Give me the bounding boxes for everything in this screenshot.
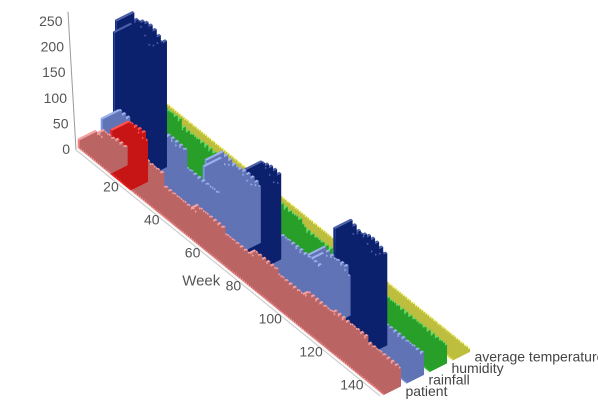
bar-top — [204, 150, 225, 161]
y-tick-label: 100 — [44, 90, 68, 106]
x-tick-label: 120 — [299, 343, 323, 359]
axes — [67, 11, 381, 397]
bars — [77, 11, 471, 396]
bar-top — [110, 120, 130, 131]
bar-top — [77, 129, 98, 141]
x-tick-label: 20 — [103, 178, 119, 194]
series-label: average temperature — [474, 349, 598, 365]
labels: 0 50 100 150 200 250 20 40 60 80 100 120 140 Week pati… — [39, 13, 598, 399]
bar-top — [333, 218, 353, 229]
series-label: humidity — [451, 360, 503, 376]
x-axis-line — [75, 149, 381, 397]
y-tick-label: 250 — [39, 13, 63, 29]
x-tick-label: 100 — [259, 310, 283, 326]
bar-top — [202, 156, 223, 168]
x-tick-label: 40 — [144, 211, 160, 227]
series-patient — [77, 120, 402, 396]
bar-top — [115, 11, 135, 22]
y-tick-label: 50 — [53, 115, 69, 131]
x-tick-label: 140 — [340, 376, 364, 392]
bar-top — [306, 245, 327, 256]
bar-side — [448, 345, 466, 358]
bar-side — [79, 131, 98, 150]
y-tick-label: 0 — [62, 141, 70, 157]
bar-side — [444, 341, 462, 355]
series-humidity — [123, 87, 448, 373]
series-label: rainfall — [428, 372, 469, 388]
y-tick-label: 150 — [42, 64, 66, 80]
x-axis-title: Week — [182, 273, 221, 290]
bar-top — [112, 22, 133, 33]
bar-top — [100, 109, 121, 120]
x-tick-label: 60 — [185, 244, 201, 260]
x-tick-label: 80 — [226, 277, 242, 293]
series-label: patient — [405, 383, 447, 399]
bar-top — [243, 160, 263, 171]
y-axis-line — [67, 11, 77, 151]
bar — [77, 138, 80, 150]
y-tick-label: 200 — [41, 39, 65, 55]
